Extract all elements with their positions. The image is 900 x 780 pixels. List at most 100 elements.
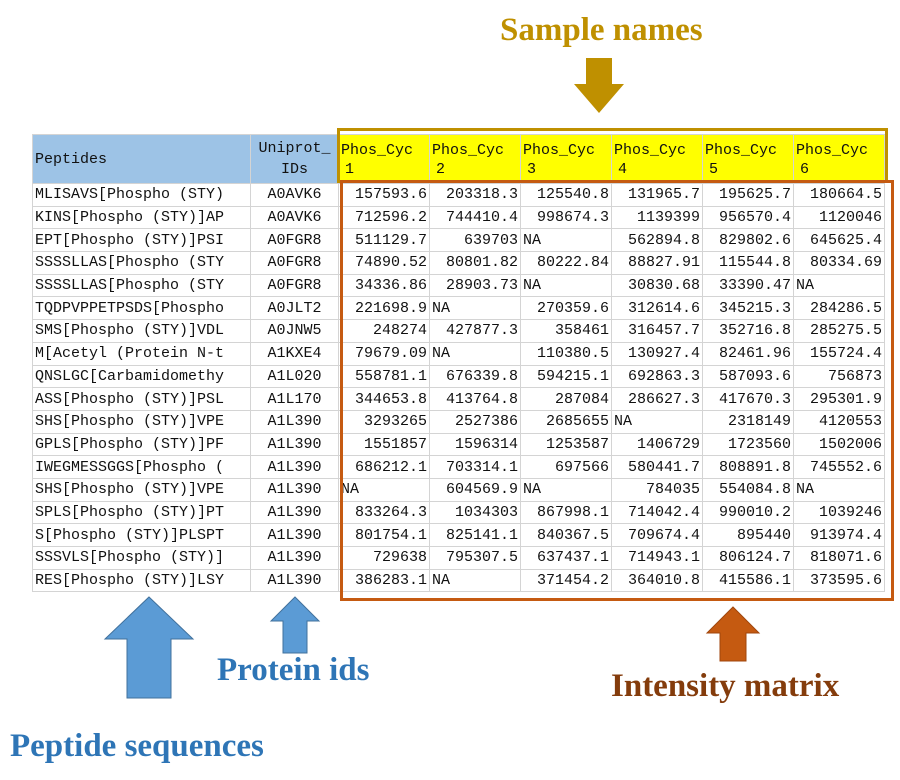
uniprot-id-cell[interactable]: A0FGR8: [250, 273, 339, 298]
intensity-cell[interactable]: 1596314: [429, 432, 521, 457]
intensity-cell[interactable]: 125540.8: [520, 183, 612, 207]
intensity-cell[interactable]: 80222.84: [520, 251, 612, 275]
uniprot-id-cell[interactable]: A1KXE4: [250, 341, 339, 366]
intensity-cell[interactable]: 4120553: [793, 409, 885, 434]
peptide-cell[interactable]: M[Acetyl (Protein N-t: [32, 341, 251, 366]
intensity-cell[interactable]: 1253587: [520, 432, 612, 457]
intensity-cell[interactable]: 364010.8: [611, 568, 703, 593]
intensity-cell[interactable]: 285275.5: [793, 319, 885, 343]
intensity-cell[interactable]: 74890.52: [338, 251, 430, 275]
uniprot-id-cell[interactable]: A0AVK6: [250, 183, 339, 207]
intensity-cell[interactable]: 28903.73: [429, 273, 521, 298]
intensity-cell[interactable]: NA: [429, 296, 521, 321]
intensity-cell[interactable]: 284286.5: [793, 296, 885, 321]
intensity-cell[interactable]: 1502006: [793, 432, 885, 457]
uniprot-id-cell[interactable]: A1L390: [250, 523, 339, 547]
intensity-cell[interactable]: 808891.8: [702, 455, 794, 479]
intensity-cell[interactable]: 686212.1: [338, 455, 430, 479]
intensity-cell[interactable]: 554084.8: [702, 477, 794, 502]
intensity-cell[interactable]: NA: [611, 409, 703, 434]
intensity-cell[interactable]: 1139399: [611, 205, 703, 230]
intensity-cell[interactable]: 587093.6: [702, 364, 794, 389]
peptide-cell[interactable]: IWEGMESSGGS[Phospho (: [32, 455, 251, 479]
peptide-cell[interactable]: SSSVLS[Phospho (STY)]: [32, 546, 251, 570]
uniprot-id-cell[interactable]: A1L390: [250, 477, 339, 502]
intensity-cell[interactable]: 1406729: [611, 432, 703, 457]
intensity-cell[interactable]: 594215.1: [520, 364, 612, 389]
intensity-cell[interactable]: 580441.7: [611, 455, 703, 479]
header-sample-2[interactable]: Phos_Cyc 2: [429, 134, 521, 184]
intensity-cell[interactable]: 637437.1: [520, 546, 612, 570]
intensity-cell[interactable]: NA: [520, 477, 612, 502]
uniprot-id-cell[interactable]: A1L020: [250, 364, 339, 389]
intensity-cell[interactable]: 33390.47: [702, 273, 794, 298]
intensity-cell[interactable]: 30830.68: [611, 273, 703, 298]
intensity-cell[interactable]: 692863.3: [611, 364, 703, 389]
intensity-cell[interactable]: 427877.3: [429, 319, 521, 343]
intensity-cell[interactable]: 709674.4: [611, 523, 703, 547]
intensity-cell[interactable]: 806124.7: [702, 546, 794, 570]
header-sample-5[interactable]: Phos_Cyc 5: [702, 134, 794, 184]
peptide-cell[interactable]: TQDPVPPETPSDS[Phospho: [32, 296, 251, 321]
intensity-cell[interactable]: 371454.2: [520, 568, 612, 593]
intensity-cell[interactable]: 88827.91: [611, 251, 703, 275]
intensity-cell[interactable]: 829802.6: [702, 228, 794, 253]
peptide-cell[interactable]: GPLS[Phospho (STY)]PF: [32, 432, 251, 457]
intensity-cell[interactable]: 221698.9: [338, 296, 430, 321]
intensity-cell[interactable]: NA: [793, 273, 885, 298]
intensity-cell[interactable]: 703314.1: [429, 455, 521, 479]
intensity-cell[interactable]: 295301.9: [793, 387, 885, 411]
peptide-cell[interactable]: SHS[Phospho (STY)]VPE: [32, 409, 251, 434]
intensity-cell[interactable]: 645625.4: [793, 228, 885, 253]
intensity-cell[interactable]: 110380.5: [520, 341, 612, 366]
intensity-cell[interactable]: 2527386: [429, 409, 521, 434]
header-uniprot-ids[interactable]: Uniprot_ IDs: [250, 134, 339, 184]
intensity-cell[interactable]: NA: [520, 273, 612, 298]
intensity-cell[interactable]: 287084: [520, 387, 612, 411]
intensity-cell[interactable]: NA: [793, 477, 885, 502]
intensity-cell[interactable]: 756873: [793, 364, 885, 389]
peptide-cell[interactable]: MLISAVS[Phospho (STY): [32, 183, 251, 207]
intensity-cell[interactable]: 286627.3: [611, 387, 703, 411]
intensity-cell[interactable]: 604569.9: [429, 477, 521, 502]
intensity-cell[interactable]: 801754.1: [338, 523, 430, 547]
intensity-cell[interactable]: 511129.7: [338, 228, 430, 253]
intensity-cell[interactable]: 840367.5: [520, 523, 612, 547]
intensity-cell[interactable]: 352716.8: [702, 319, 794, 343]
header-peptides[interactable]: Peptides: [32, 134, 251, 184]
intensity-cell[interactable]: 697566: [520, 455, 612, 479]
intensity-cell[interactable]: 990010.2: [702, 500, 794, 525]
intensity-cell[interactable]: 82461.96: [702, 341, 794, 366]
intensity-cell[interactable]: 676339.8: [429, 364, 521, 389]
header-sample-3[interactable]: Phos_Cyc 3: [520, 134, 612, 184]
intensity-cell[interactable]: 79679.09: [338, 341, 430, 366]
intensity-cell[interactable]: 115544.8: [702, 251, 794, 275]
intensity-cell[interactable]: 270359.6: [520, 296, 612, 321]
intensity-cell[interactable]: 956570.4: [702, 205, 794, 230]
intensity-cell[interactable]: 729638: [338, 546, 430, 570]
intensity-cell[interactable]: 3293265: [338, 409, 430, 434]
peptide-cell[interactable]: SHS[Phospho (STY)]VPE: [32, 477, 251, 502]
intensity-cell[interactable]: 2318149: [702, 409, 794, 434]
intensity-cell[interactable]: 745552.6: [793, 455, 885, 479]
intensity-cell[interactable]: 825141.1: [429, 523, 521, 547]
uniprot-id-cell[interactable]: A0JLT2: [250, 296, 339, 321]
intensity-cell[interactable]: 130927.4: [611, 341, 703, 366]
intensity-cell[interactable]: 913974.4: [793, 523, 885, 547]
intensity-cell[interactable]: 784035: [611, 477, 703, 502]
intensity-cell[interactable]: 80334.69: [793, 251, 885, 275]
intensity-cell[interactable]: 714042.4: [611, 500, 703, 525]
peptide-cell[interactable]: EPT[Phospho (STY)]PSI: [32, 228, 251, 253]
intensity-cell[interactable]: NA: [520, 228, 612, 253]
header-sample-6[interactable]: Phos_Cyc 6: [793, 134, 885, 184]
intensity-cell[interactable]: 795307.5: [429, 546, 521, 570]
intensity-cell[interactable]: 345215.3: [702, 296, 794, 321]
uniprot-id-cell[interactable]: A1L390: [250, 409, 339, 434]
intensity-cell[interactable]: 1034303: [429, 500, 521, 525]
intensity-cell[interactable]: 373595.6: [793, 568, 885, 593]
intensity-cell[interactable]: 2685655: [520, 409, 612, 434]
intensity-cell[interactable]: NA: [338, 477, 430, 502]
intensity-cell[interactable]: 195625.7: [702, 183, 794, 207]
uniprot-id-cell[interactable]: A1L390: [250, 500, 339, 525]
intensity-cell[interactable]: 833264.3: [338, 500, 430, 525]
